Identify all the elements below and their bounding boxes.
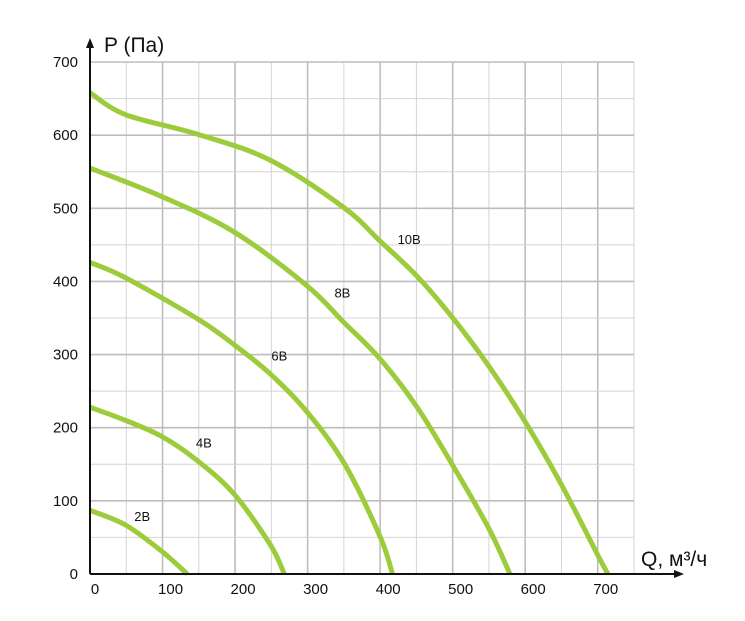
y-axis-arrow-icon [86,38,94,48]
curve-6В [89,260,395,575]
y-axis-title: P (Па) [104,34,164,57]
grid [90,61,635,574]
curve-label: 2В [134,509,150,524]
y-tick-label: 700 [53,54,78,71]
x-tick-label: 400 [376,581,401,598]
tick-labels: 0 100 200 300 400 500 600 700 0 100 200 300 400 500 60… [53,54,618,598]
x-tick-label: 100 [158,581,183,598]
curve-label: 6В [271,348,287,363]
x-tick-label: 600 [521,581,546,598]
y-tick-label: 100 [53,493,78,510]
curve-labels: 10В 8В 6В 4В 2В [134,232,420,524]
curve-10В [88,90,611,576]
y-tick-label: 500 [53,200,78,217]
x-axis-title: Q, м³/ч [641,548,707,571]
y-tick-label: 200 [53,420,78,437]
y-tick-label: 0 [70,566,78,583]
axes: P (Па) Q, м³/ч [86,34,707,578]
y-tick-label: 300 [53,347,78,364]
curve-label: 4В [196,435,212,450]
curve-2В [89,508,189,576]
y-tick-label: 600 [53,127,78,144]
x-axis-arrow-icon [674,570,684,578]
x-tick-label: 500 [448,581,473,598]
y-tick-label: 400 [53,273,78,290]
x-tick-label: 700 [593,581,618,598]
curves [88,90,611,576]
x-tick-label: 0 [91,581,99,598]
x-tick-label: 200 [231,581,256,598]
curve-label: 10В [398,232,421,247]
x-tick-label: 300 [303,581,328,598]
curve-label: 8В [334,285,350,300]
curve-4В [89,404,287,576]
curve-8В [89,165,513,576]
